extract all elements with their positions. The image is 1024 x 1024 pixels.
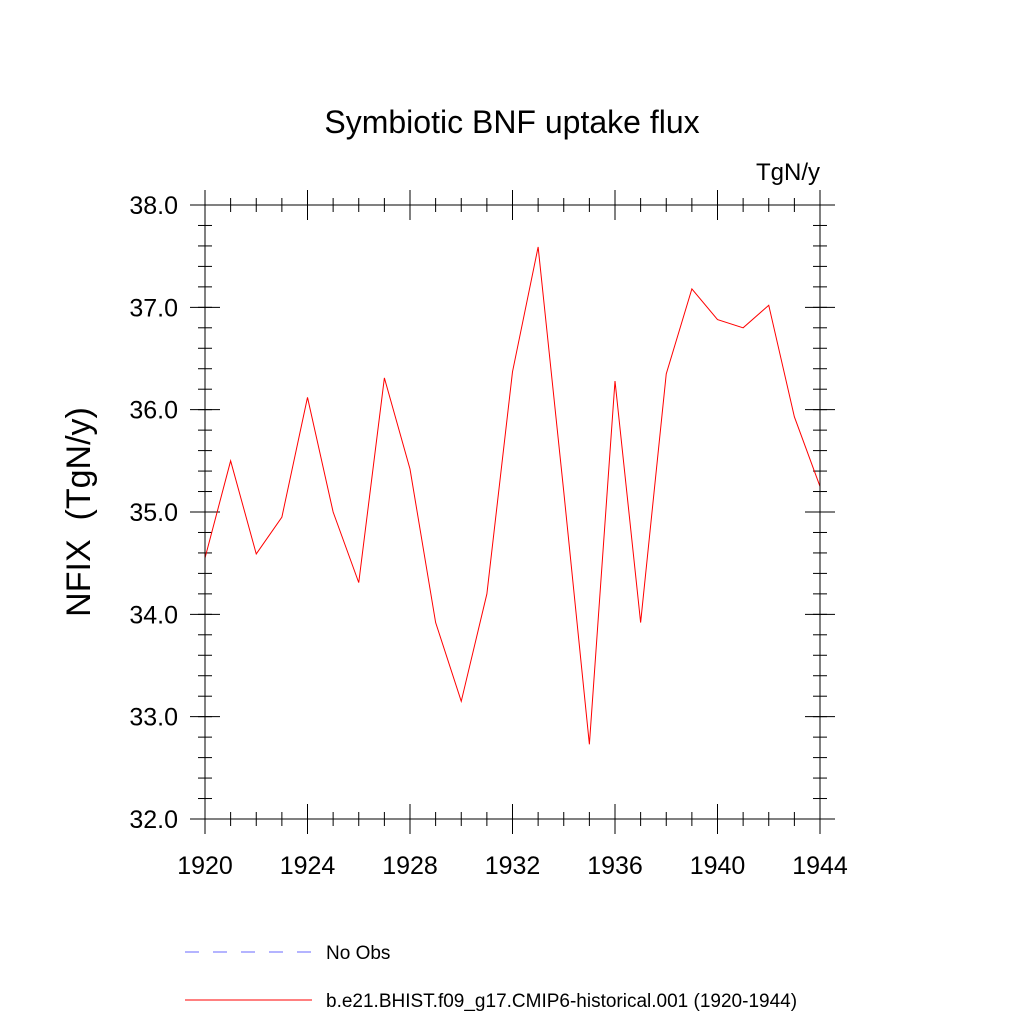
legend: No Obs b.e21.BHIST.f09_g17.CMIP6-histori… (185, 943, 797, 1012)
y-tick-label: 34.0 (129, 601, 178, 629)
x-tick-label: 1928 (382, 852, 438, 880)
y-tick-label: 37.0 (129, 294, 178, 322)
legend-label-model: b.e21.BHIST.f09_g17.CMIP6-historical.001… (326, 991, 797, 1012)
y-tick-label: 33.0 (129, 704, 178, 732)
series-line (204, 246, 821, 745)
y-tick-label: 32.0 (129, 806, 178, 834)
y-tick-label: 36.0 (129, 397, 178, 425)
x-tick-label: 1936 (587, 852, 643, 880)
x-tick-label: 1920 (177, 852, 233, 880)
units-label: TgN/y (756, 159, 820, 186)
y-tick-label: 38.0 (129, 192, 178, 220)
series-group (204, 246, 821, 745)
y-tick-label: 35.0 (129, 499, 178, 527)
legend-label-no-obs: No Obs (326, 943, 390, 964)
x-tick-label: 1932 (485, 852, 541, 880)
chart-title: Symbiotic BNF uptake flux (324, 104, 699, 140)
x-tick-label: 1944 (792, 852, 848, 880)
y-axis-label: NFIX (TgN/y) (60, 407, 98, 617)
x-tick-label: 1940 (690, 852, 746, 880)
x-tick-label: 1924 (280, 852, 336, 880)
plot-frame (204, 204, 821, 820)
axis-tick-labels: 32.0 33.0 34.0 35.0 36.0 37.0 38.0 1920 1924 1928… (129, 192, 848, 880)
axis-ticks (190, 190, 835, 834)
